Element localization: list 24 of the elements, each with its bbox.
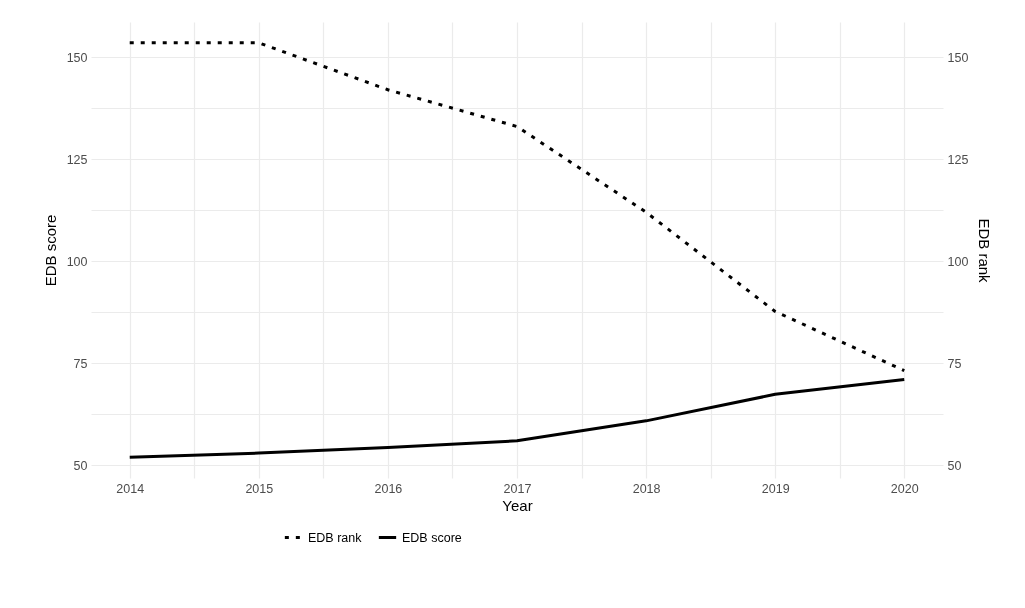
y-axis-title: EDB score bbox=[41, 214, 59, 287]
x-tick-label: 2019 bbox=[761, 481, 790, 496]
x-tick-label: 2018 bbox=[632, 481, 661, 496]
y2-tick-label: 50 bbox=[947, 458, 962, 473]
y2-tick-label: 100 bbox=[947, 254, 969, 269]
legend-label: EDB score bbox=[402, 530, 462, 545]
x-tick-label: 2014 bbox=[116, 481, 145, 496]
legend-label: EDB rank bbox=[308, 530, 363, 545]
y2-tick-label: 75 bbox=[947, 356, 962, 371]
x-tick-label: 2017 bbox=[503, 481, 532, 496]
y2-axis-title: EDB rank bbox=[976, 218, 994, 284]
y-tick-label: 75 bbox=[73, 356, 88, 371]
line-series bbox=[128, 41, 906, 373]
y2-tick-label: 125 bbox=[947, 152, 969, 167]
x-axis-title: Year bbox=[502, 497, 533, 514]
y-tick-label: 150 bbox=[66, 50, 88, 65]
y-tick-label: 100 bbox=[66, 254, 88, 269]
x-tick-label: 2015 bbox=[245, 481, 274, 496]
line-series bbox=[128, 378, 906, 459]
y-tick-label: 50 bbox=[73, 458, 88, 473]
y2-tick-label: 150 bbox=[947, 50, 969, 65]
x-tick-label: 2020 bbox=[890, 481, 919, 496]
x-tick-label: 2016 bbox=[374, 481, 403, 496]
y-tick-label: 125 bbox=[66, 152, 88, 167]
